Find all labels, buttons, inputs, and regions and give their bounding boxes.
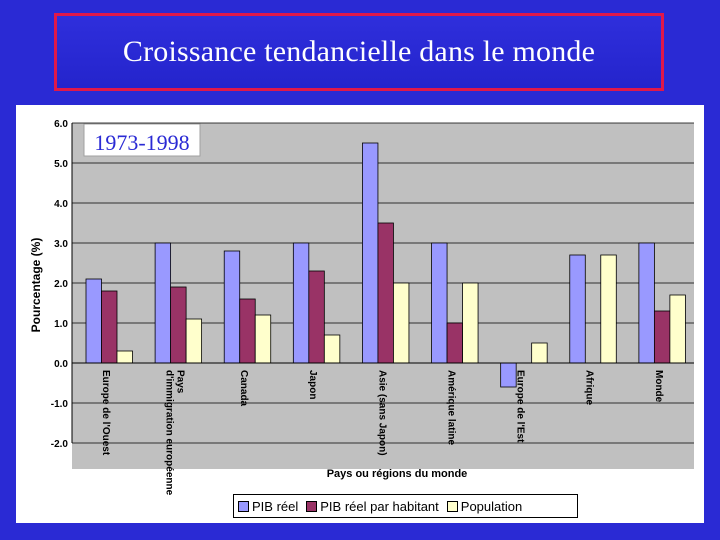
- bar-population: [393, 282, 410, 364]
- y-tick-label: 4.0: [54, 199, 68, 210]
- bar-pib-reel: [223, 250, 241, 364]
- category-label: Canada: [238, 370, 249, 407]
- bar-pib-reel: [85, 278, 102, 364]
- legend-label-pib-reel: PIB réel: [252, 498, 299, 514]
- bar-pib-reel: [431, 242, 448, 364]
- category-label: Europe de l'Ouest: [100, 370, 111, 456]
- category-label: Japon: [307, 370, 318, 399]
- bar-pib-reel: [500, 362, 517, 388]
- bar-pib-par-habitant: [101, 290, 118, 364]
- legend-label-pib-par-habitant: PIB réel par habitant: [320, 498, 439, 514]
- bar-population: [185, 318, 203, 364]
- legend-swatch-pib-reel: [238, 500, 249, 512]
- y-tick-label: 0.0: [54, 359, 68, 370]
- y-tick-label: 3.0: [54, 239, 68, 250]
- y-axis-label: Pourcentage (%): [29, 238, 43, 333]
- legend-swatch-pib-par-habitant: [306, 500, 318, 512]
- chart-legend: PIB réel PIB réel par habitant Populatio…: [233, 494, 578, 518]
- bar-pib-par-habitant: [239, 298, 256, 364]
- y-tick-label: 5.0: [54, 159, 68, 170]
- category-label: Asie (sans Japon): [376, 370, 387, 456]
- bar-pib-reel: [362, 142, 379, 364]
- y-tick-labels: 6.0 5.0 4.0 3.0 2.0 1.0 0.0 -1.0 -2.0: [51, 119, 69, 450]
- bar-pib-reel: [569, 254, 586, 364]
- legend-item-population: Population: [446, 498, 523, 514]
- legend-item-pib-reel: PIB réel: [238, 499, 298, 514]
- x-axis-label: Pays ou régions du monde: [327, 468, 468, 480]
- y-tick-label: -1.0: [51, 399, 69, 410]
- category-label: Amérique latine: [445, 370, 456, 445]
- bar-pib-reel: [638, 242, 655, 364]
- bar-pib-par-habitant: [446, 322, 463, 364]
- period-label: 1973-1998: [94, 130, 189, 155]
- bar-population: [669, 294, 686, 364]
- category-label: Europe de l'Est: [515, 370, 526, 443]
- bar-pib-par-habitant: [170, 286, 187, 364]
- y-tick-label: 2.0: [54, 279, 68, 290]
- bar-pib-reel: [154, 242, 172, 364]
- bar-pib-par-habitant: [377, 222, 394, 364]
- bars: [85, 142, 686, 388]
- bar-population: [600, 254, 617, 364]
- slide-title-box: Croissance tendancielle dans le monde: [54, 13, 664, 91]
- bar-population: [323, 334, 341, 364]
- category-label: Pays: [175, 370, 186, 394]
- y-tick-label: -2.0: [51, 439, 69, 450]
- category-label: Monde: [653, 370, 664, 403]
- category-label: d'immigration européenne: [164, 370, 175, 496]
- bar-population: [462, 282, 479, 364]
- period-label-box: [83, 123, 201, 157]
- slide-title: Croissance tendancielle dans le monde: [122, 35, 596, 68]
- bar-pib-reel: [292, 242, 310, 364]
- category-label: Afrique: [584, 370, 595, 405]
- y-tick-label: 1.0: [54, 319, 68, 330]
- bar-pib-par-habitant: [308, 270, 325, 364]
- y-tick-label: 6.0: [54, 119, 68, 130]
- bar-population: [254, 314, 272, 364]
- bar-pib-par-habitant: [653, 310, 671, 364]
- legend-swatch-population: [446, 500, 458, 512]
- legend-label-population: Population: [460, 498, 523, 514]
- legend-item-pib-par-habitant: PIB réel par habitant: [306, 499, 439, 514]
- bar-population: [531, 342, 548, 364]
- bar-population: [116, 350, 133, 364]
